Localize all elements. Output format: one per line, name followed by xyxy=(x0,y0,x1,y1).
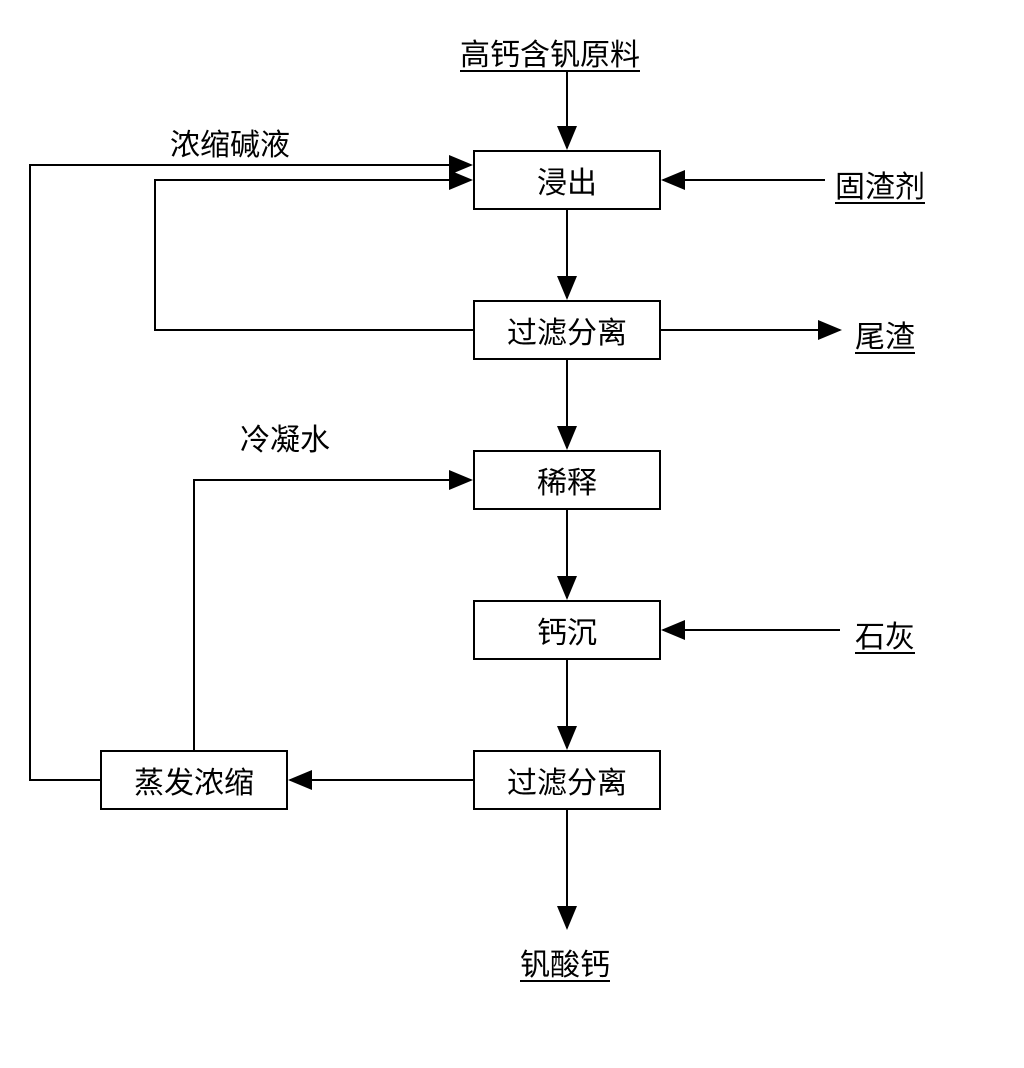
arrow-filter1-recycle-to-leach xyxy=(155,180,473,330)
product-label: 钒酸钙 xyxy=(520,940,610,984)
leaching-label: 浸出 xyxy=(537,158,597,202)
evaporation-concentration-box: 蒸发浓缩 xyxy=(100,750,288,810)
arrow-evaporate-recycle-to-leach xyxy=(30,165,471,780)
filter1-label: 过滤分离 xyxy=(507,308,627,352)
calcium-precipitation-box: 钙沉 xyxy=(473,600,661,660)
raw-material-text: 高钙含钒原料 xyxy=(460,30,640,74)
tailings-label: 尾渣 xyxy=(855,312,915,356)
evaporate-label: 蒸发浓缩 xyxy=(134,758,254,802)
leaching-box: 浸出 xyxy=(473,150,661,210)
concentrated-alkali-label: 浓缩碱液 xyxy=(170,120,290,164)
filter2-label: 过滤分离 xyxy=(507,758,627,802)
arrow-condensate-to-dilute xyxy=(194,480,471,750)
conc-alkali-text: 浓缩碱液 xyxy=(170,120,290,164)
tailings-text: 尾渣 xyxy=(855,312,915,356)
lime-text: 石灰 xyxy=(855,612,915,656)
raw-material-label: 高钙含钒原料 xyxy=(460,30,640,74)
filter-separation-1-box: 过滤分离 xyxy=(473,300,661,360)
condensate-water-label: 冷凝水 xyxy=(240,415,330,459)
calcium-label: 钙沉 xyxy=(537,608,597,652)
filter-separation-2-box: 过滤分离 xyxy=(473,750,661,810)
product-text: 钒酸钙 xyxy=(520,940,610,984)
slag-agent-label: 固渣剂 xyxy=(835,162,925,206)
dilution-box: 稀释 xyxy=(473,450,661,510)
dilute-label: 稀释 xyxy=(537,458,597,502)
condensate-text: 冷凝水 xyxy=(240,415,330,459)
lime-label: 石灰 xyxy=(855,612,915,656)
slag-agent-text: 固渣剂 xyxy=(835,162,925,206)
